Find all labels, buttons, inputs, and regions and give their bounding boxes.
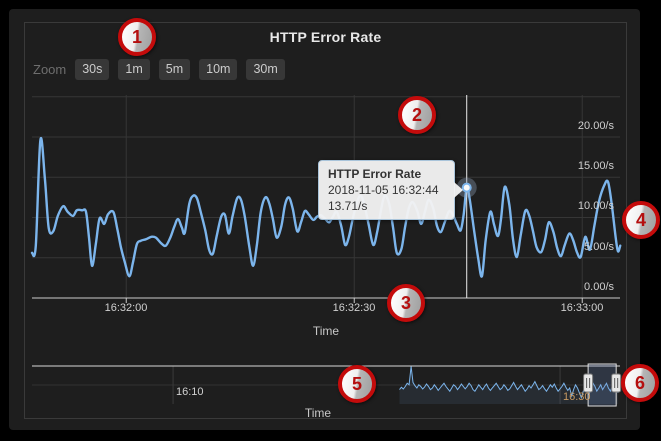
navigator-series-line bbox=[399, 366, 619, 400]
annotation-badge-2: 2 bbox=[398, 96, 436, 134]
navigator-x-label: 16:30 bbox=[563, 391, 591, 403]
chart-title: HTTP Error Rate bbox=[269, 29, 382, 45]
zoom-toolbar: Zoom 30s 1m 5m 10m 30m bbox=[33, 58, 285, 81]
zoom-button-5m[interactable]: 5m bbox=[158, 59, 191, 80]
tooltip-timestamp: 2018-11-05 16:32:44 bbox=[328, 183, 439, 197]
zoom-button-30s[interactable]: 30s bbox=[75, 59, 110, 80]
annotation-badge-6: 6 bbox=[621, 364, 659, 402]
zoom-button-10m[interactable]: 10m bbox=[199, 59, 238, 80]
y-axis-label: 10.00/s bbox=[577, 200, 614, 212]
y-axis-label: 15.00/s bbox=[577, 160, 614, 172]
zoom-label: Zoom bbox=[33, 62, 67, 77]
x-axis-title: Time bbox=[312, 324, 340, 338]
annotation-badge-5: 5 bbox=[338, 365, 376, 403]
navigator-axis-title: Time bbox=[304, 406, 332, 420]
navigator-series-fill bbox=[399, 366, 619, 404]
navigator[interactable] bbox=[32, 363, 622, 407]
annotation-badge-1: 1 bbox=[118, 18, 156, 56]
hover-marker[interactable] bbox=[461, 182, 472, 193]
annotation-badge-4: 4 bbox=[622, 201, 660, 239]
x-axis-label: 16:32:00 bbox=[104, 302, 148, 314]
navigator-handle-left[interactable] bbox=[583, 373, 594, 393]
x-axis-label: 16:33:00 bbox=[560, 302, 604, 314]
tooltip-arrow bbox=[454, 182, 463, 198]
navigator-x-label: 16:10 bbox=[176, 386, 204, 398]
tooltip-series-name: HTTP Error Rate bbox=[328, 167, 422, 181]
x-axis-label: 16:32:30 bbox=[332, 302, 376, 314]
y-axis-label: 0.00/s bbox=[584, 281, 614, 293]
tooltip: HTTP Error Rate 2018-11-05 16:32:44 13.7… bbox=[318, 160, 463, 220]
zoom-button-1m[interactable]: 1m bbox=[118, 59, 150, 80]
navigator-handle-right[interactable] bbox=[611, 373, 622, 393]
tooltip-value: 13.71/s bbox=[328, 199, 368, 213]
y-axis-label: 5.00/s bbox=[584, 241, 614, 253]
zoom-button-30m[interactable]: 30m bbox=[246, 59, 285, 80]
y-axis-label: 20.00/s bbox=[577, 120, 614, 132]
annotation-badge-3: 3 bbox=[387, 284, 425, 322]
